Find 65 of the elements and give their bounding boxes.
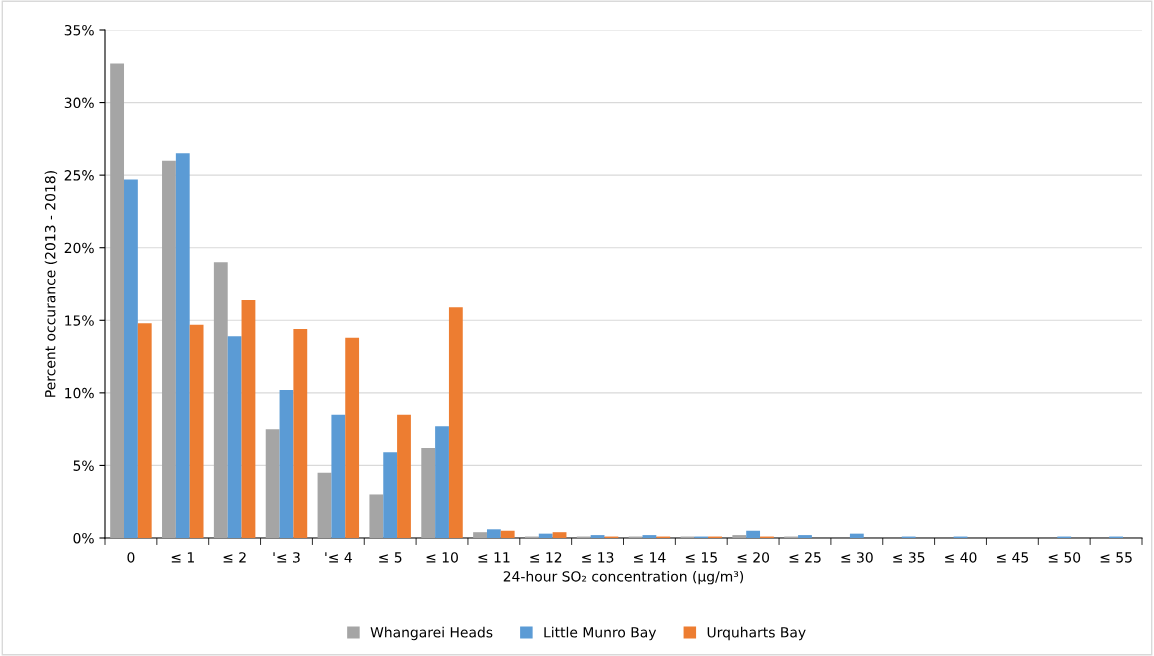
x-axis-title: 24-hour SO₂ concentration (µg/m³) <box>503 570 744 585</box>
x-tick-label: ≤ 30 <box>841 552 873 563</box>
bar <box>486 529 501 538</box>
bar <box>798 535 812 538</box>
bar <box>279 389 294 538</box>
y-tick-label: 20% <box>64 242 94 254</box>
bar <box>293 328 308 538</box>
x-tick-label: ≤ 20 <box>737 552 770 563</box>
bar <box>213 262 228 538</box>
bar <box>732 535 747 538</box>
x-tick-label: ≤ 2 <box>223 552 246 563</box>
y-tick-label: 30% <box>64 97 94 109</box>
bar <box>448 307 463 538</box>
x-tick-label: ≤ 35 <box>893 552 925 563</box>
y-axis-title: Percent occurance (2013 - 2018) <box>44 171 58 397</box>
bar <box>331 414 346 538</box>
bar <box>345 337 360 538</box>
y-tick-label: 10% <box>65 387 94 399</box>
x-tick-label: 0 <box>127 552 135 563</box>
x-tick-label: ≤ 14 <box>634 552 666 563</box>
bar <box>538 533 553 538</box>
x-tick-label: ≤ 13 <box>582 552 614 563</box>
x-tick-label: '≤ 4 <box>325 552 352 563</box>
bar <box>746 530 761 538</box>
x-tick-label: ≤ 5 <box>379 552 402 563</box>
y-tick-label: 5% <box>73 460 94 471</box>
bar <box>317 472 332 538</box>
bar <box>473 532 487 538</box>
x-tick-label: ≤ 12 <box>530 552 562 563</box>
bar <box>137 323 152 538</box>
bar <box>500 530 515 538</box>
bar <box>552 532 567 538</box>
x-tick-label: '≤ 3 <box>273 552 300 563</box>
x-tick-label: ≤ 50 <box>1048 552 1081 563</box>
bar <box>124 179 138 538</box>
bar <box>590 535 605 538</box>
bar <box>110 63 125 538</box>
bar <box>369 494 384 538</box>
bar <box>175 153 190 538</box>
bar <box>397 414 411 538</box>
y-tick-label: 35% <box>64 24 94 36</box>
x-tick-label: ≤ 45 <box>996 552 1029 563</box>
bar <box>849 533 864 538</box>
x-tick-label: ≤ 10 <box>426 552 458 563</box>
legend-label: Whangarei Heads <box>370 626 493 641</box>
bar <box>642 535 657 538</box>
x-tick-label: ≤ 25 <box>789 552 821 563</box>
y-tick-label: 0% <box>73 532 94 544</box>
bar <box>435 426 449 538</box>
x-tick-label: ≤ 1 <box>171 552 194 563</box>
x-tick-label: ≤ 40 <box>945 552 977 563</box>
bar <box>383 452 398 538</box>
x-tick-label: ≤ 15 <box>685 552 717 563</box>
legend-label: Little Munro Bay <box>544 626 657 641</box>
bar <box>265 429 280 538</box>
bar <box>162 160 176 538</box>
x-tick-label: ≤ 55 <box>1100 552 1132 563</box>
x-tick-label: ≤ 11 <box>478 552 510 563</box>
bar <box>189 324 204 538</box>
y-tick-label: 25% <box>64 170 94 181</box>
y-tick-label: 15% <box>65 315 94 326</box>
bar <box>241 299 256 538</box>
legend-label: Urquharts Bay <box>707 626 806 641</box>
bar <box>227 336 242 538</box>
bar <box>421 448 436 538</box>
